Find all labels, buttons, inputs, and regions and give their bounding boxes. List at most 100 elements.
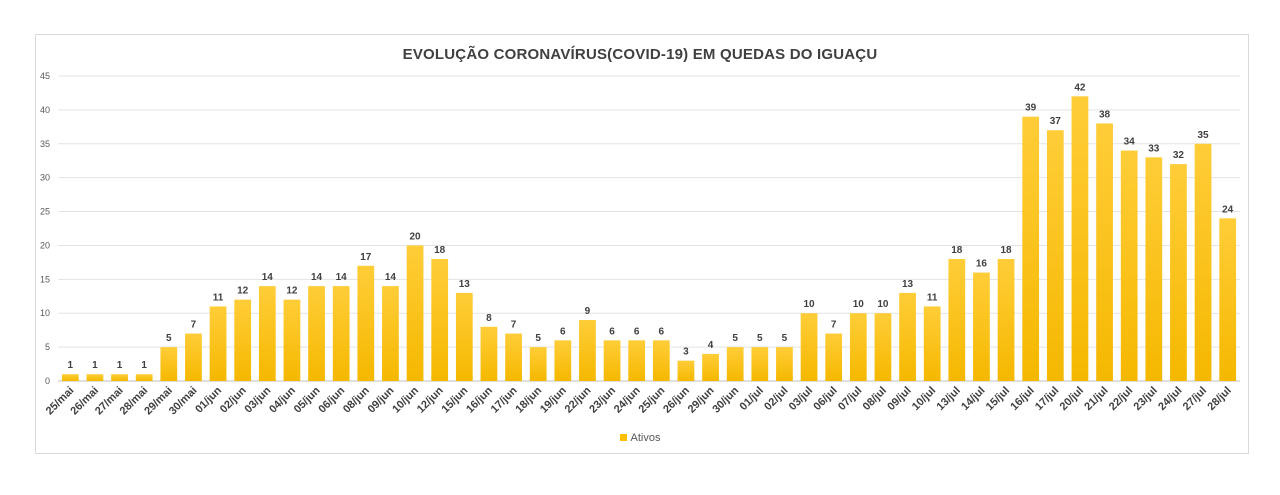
bar (825, 333, 843, 381)
bar (751, 347, 769, 381)
bar (529, 347, 547, 381)
y-tick-label: 35 (40, 139, 50, 149)
x-tick-label: 24/jun (612, 384, 643, 415)
data-label: 10 (877, 299, 889, 310)
y-axis-ticks: 0 5 10 15 20 25 30 35 40 45 (40, 71, 50, 386)
x-tick-label: 17/jun (489, 384, 520, 415)
x-tick-label: 23/jul (1132, 385, 1160, 413)
x-tick-label: 20/jul (1058, 385, 1086, 413)
data-label: 7 (511, 320, 517, 331)
x-tick-label: 05/jun (292, 384, 323, 415)
bar (677, 360, 695, 381)
y-tick-label: 30 (40, 173, 50, 183)
bar (1194, 143, 1212, 381)
data-label: 14 (262, 272, 274, 283)
data-label: 39 (1025, 103, 1037, 114)
x-tick-label: 29/jun (686, 384, 717, 415)
x-tick-label: 03/jun (242, 384, 273, 415)
data-label: 11 (927, 292, 938, 303)
x-tick-label: 18/jun (513, 384, 544, 415)
bar (702, 353, 719, 381)
data-label: 38 (1099, 109, 1111, 120)
data-label: 1 (117, 360, 123, 371)
data-label: 17 (360, 252, 372, 263)
x-tick-label: 02/jun (218, 384, 249, 415)
x-tick-label: 21/jul (1082, 385, 1110, 413)
data-label: 33 (1148, 143, 1160, 154)
bar (455, 292, 473, 381)
x-tick-label: 22/jun (563, 384, 594, 415)
bar (185, 333, 202, 381)
y-tick-label: 10 (40, 308, 50, 318)
data-label: 34 (1124, 137, 1136, 148)
bar (357, 265, 375, 381)
x-axis-ticks: 25/mai26/mai27/mai28/mai29/mai30/mai01/j… (44, 384, 1234, 417)
x-tick-label: 09/jun (366, 384, 397, 415)
data-label: 3 (683, 347, 689, 358)
x-tick-label: 16/jun (464, 384, 495, 415)
data-label: 12 (286, 286, 298, 297)
data-label: 35 (1198, 130, 1210, 141)
data-label: 7 (831, 320, 837, 331)
y-tick-label: 15 (40, 274, 50, 284)
x-tick-label: 03/jul (787, 385, 815, 413)
data-label: 13 (459, 279, 471, 290)
data-label: 6 (634, 326, 640, 337)
bar (480, 326, 498, 381)
data-label: 18 (951, 245, 963, 256)
bar (209, 306, 227, 381)
bars (61, 96, 1237, 382)
x-tick-label: 19/jun (538, 384, 569, 415)
bar (554, 340, 572, 381)
data-label: 1 (68, 360, 74, 371)
x-tick-label: 28/jul (1205, 385, 1233, 413)
x-tick-label: 14/jul (959, 385, 987, 413)
bar (1096, 123, 1113, 381)
data-label: 18 (434, 245, 446, 256)
bar (308, 286, 325, 381)
x-tick-label: 10/jul (910, 385, 938, 413)
data-label: 5 (757, 333, 763, 344)
x-tick-label: 27/jul (1181, 385, 1209, 413)
bar (1046, 130, 1064, 381)
x-tick-label: 04/jun (267, 384, 298, 415)
legend-swatch (619, 434, 627, 441)
bar (86, 374, 104, 381)
data-label: 16 (976, 259, 988, 270)
data-label: 5 (535, 333, 541, 344)
data-label: 5 (782, 333, 788, 344)
x-tick-label: 01/jul (738, 385, 766, 413)
data-label: 14 (336, 272, 348, 283)
bar (135, 374, 153, 381)
data-label: 11 (213, 292, 224, 303)
bar (431, 259, 449, 381)
bar (973, 272, 990, 381)
bar (726, 347, 744, 381)
data-label: 1 (92, 360, 98, 371)
bar (1219, 218, 1237, 381)
data-label: 37 (1050, 116, 1062, 127)
bar (1120, 150, 1138, 381)
legend: Ativos (0, 432, 1280, 444)
bar (61, 374, 79, 381)
data-label: 18 (1001, 245, 1013, 256)
data-label: 14 (385, 272, 397, 283)
y-tick-label: 20 (40, 240, 50, 250)
x-tick-label: 08/jul (861, 385, 889, 413)
x-tick-label: 15/jun (439, 384, 470, 415)
y-tick-label: 5 (45, 342, 50, 352)
y-tick-label: 0 (45, 376, 50, 386)
bar (849, 313, 867, 381)
chart-frame (35, 34, 1249, 454)
bar (603, 340, 621, 381)
bar (234, 299, 252, 381)
bar (874, 313, 892, 381)
data-label: 1 (141, 360, 147, 371)
bar (111, 374, 128, 381)
y-tick-label: 45 (40, 71, 50, 81)
data-label: 24 (1222, 204, 1234, 215)
bar (160, 347, 178, 381)
legend-label: Ativos (630, 432, 661, 444)
